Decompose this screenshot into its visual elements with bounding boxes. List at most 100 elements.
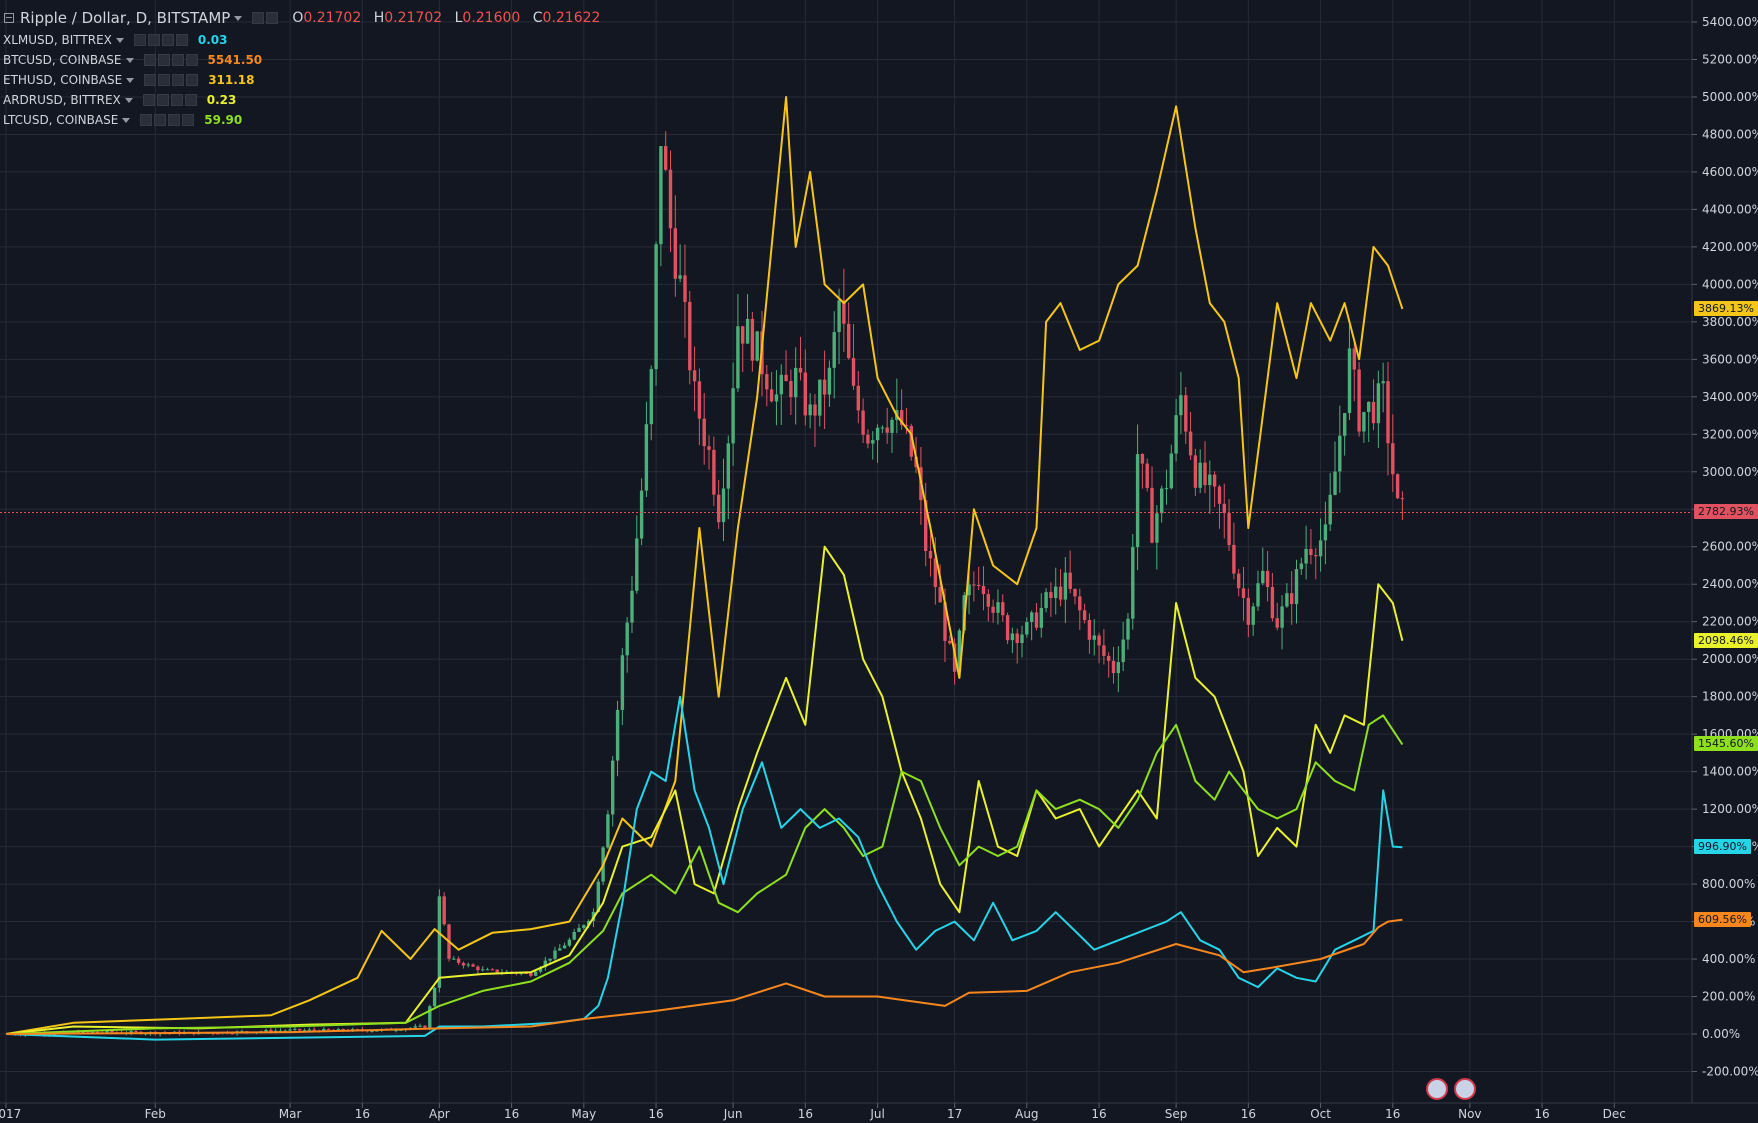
ohlc-open: 0.21702	[303, 10, 362, 26]
y-tick-label: 4800.00%	[1702, 127, 1758, 141]
candle-body	[1082, 610, 1087, 620]
close-icon[interactable]	[175, 34, 188, 46]
collapse-legend-icon[interactable]	[4, 13, 14, 23]
candle-body	[442, 896, 446, 925]
plus-icon[interactable]	[171, 54, 184, 66]
compare-buttons[interactable]	[144, 74, 199, 86]
candle-body	[476, 966, 480, 971]
chevron-down-icon[interactable]	[115, 37, 124, 43]
candle-body	[620, 655, 625, 710]
compare-symbol-value: 5541.50	[207, 53, 263, 67]
compare-symbol-label[interactable]: BTCUSD, COINBASE	[3, 53, 122, 67]
chevron-down-icon[interactable]	[124, 97, 133, 103]
compare-legend-eth[interactable]: ETHUSD, COINBASE 311.18	[3, 73, 255, 87]
candle-body	[784, 374, 788, 381]
chevron-down-icon[interactable]	[234, 15, 243, 21]
candle-body	[1222, 503, 1226, 514]
chevron-down-icon[interactable]	[126, 77, 135, 83]
candle-body	[1049, 592, 1053, 598]
candle-body	[1265, 570, 1270, 587]
candle-body	[485, 969, 490, 971]
compare-legend-xlm[interactable]: XLMUSD, BITTREX 0.03	[3, 33, 228, 47]
close-icon[interactable]	[186, 74, 199, 86]
candle-body	[957, 630, 962, 672]
compare-symbol-label[interactable]: ETHUSD, COINBASE	[3, 73, 123, 87]
x-tick-label: 16	[1091, 1107, 1106, 1121]
us-flag-icon[interactable]	[1454, 1078, 1476, 1100]
compare-buttons[interactable]	[142, 94, 197, 106]
compare-buttons[interactable]	[143, 54, 198, 66]
candle-body	[1256, 583, 1260, 607]
compare-series	[5, 96, 1404, 1041]
candle-body	[1208, 474, 1212, 486]
candle-body	[1145, 463, 1149, 488]
candle-body	[977, 585, 981, 586]
candle-body	[1102, 645, 1106, 656]
eye-icon[interactable]	[142, 94, 155, 106]
eye-icon[interactable]	[133, 34, 146, 46]
candle-body	[1314, 555, 1318, 557]
candle-body	[832, 332, 836, 368]
compare-legend-ltc[interactable]: LTCUSD, COINBASE 59.90	[3, 113, 242, 127]
x-tick-label: Oct	[1310, 1107, 1331, 1121]
compare-symbol-label[interactable]: ARDRUSD, BITTREX	[3, 93, 121, 107]
plus-icon[interactable]	[172, 74, 185, 86]
candle-body	[375, 1030, 379, 1032]
plus-icon[interactable]	[161, 34, 174, 46]
chevron-down-icon[interactable]	[122, 117, 131, 123]
gear-icon[interactable]	[147, 34, 160, 46]
gear-icon[interactable]	[158, 74, 171, 86]
candle-body	[1169, 453, 1173, 489]
compare-legend-ardr[interactable]: ARDRUSD, BITTREX 0.23	[3, 93, 236, 107]
close-icon[interactable]	[184, 94, 197, 106]
candle-body	[456, 958, 461, 963]
gear-icon[interactable]	[156, 94, 169, 106]
candle-body	[1299, 563, 1303, 570]
plus-icon[interactable]	[168, 114, 181, 126]
candle-body	[702, 418, 706, 447]
gear-icon[interactable]	[266, 12, 279, 24]
eye-icon[interactable]	[143, 54, 156, 66]
compare-buttons[interactable]	[133, 34, 188, 46]
candle-body	[1280, 606, 1284, 628]
candle-body	[1323, 524, 1328, 541]
candle-body	[312, 1029, 316, 1031]
gear-icon[interactable]	[157, 54, 170, 66]
candle-body	[1290, 593, 1294, 605]
candle-body	[307, 1029, 312, 1031]
candle-body	[1184, 395, 1188, 432]
main-symbol-legend[interactable]: Ripple / Dollar, D, BITSTAMP O0.21702 H0…	[4, 9, 600, 27]
candle-body	[1270, 587, 1275, 619]
time-axis[interactable]: 2017 Feb Mar 16 Apr 16 May 16 Jun 16 Jul 17 Aug 16 Sep…	[0, 1103, 1626, 1121]
compare-symbol-label[interactable]: XLMUSD, BITTREX	[3, 33, 112, 47]
compare-buttons[interactable]	[140, 114, 195, 126]
eye-icon[interactable]	[140, 114, 153, 126]
candle-body	[1217, 486, 1222, 504]
eye-icon[interactable]	[252, 12, 265, 24]
main-symbol-title[interactable]: Ripple / Dollar, D, BITSTAMP	[20, 9, 231, 27]
candle-body	[813, 404, 817, 416]
gear-icon[interactable]	[154, 114, 167, 126]
y-tick-label: 4400.00%	[1702, 202, 1758, 216]
candle-body	[322, 1028, 326, 1032]
candle-body	[558, 948, 562, 951]
candle-body	[216, 1033, 220, 1035]
candle-body	[399, 1029, 403, 1031]
close-icon[interactable]	[185, 54, 198, 66]
y-tick-label: 800.00%	[1702, 877, 1755, 891]
plus-icon[interactable]	[170, 94, 183, 106]
us-flag-icon[interactable]	[1426, 1078, 1448, 1100]
candle-body	[1395, 474, 1400, 499]
compare-symbol-label[interactable]: LTCUSD, COINBASE	[3, 113, 119, 127]
chevron-down-icon[interactable]	[125, 57, 134, 63]
candle-body	[1107, 655, 1111, 661]
main-symbol-buttons[interactable]	[252, 12, 279, 24]
candle-body	[1227, 513, 1231, 545]
candle-body	[1030, 612, 1034, 622]
last-value-tag: 1545.60%	[1694, 736, 1758, 752]
compare-legend-btc[interactable]: BTCUSD, COINBASE 5541.50	[3, 53, 262, 67]
close-icon[interactable]	[182, 114, 195, 126]
candle-body	[1005, 615, 1010, 641]
eye-icon[interactable]	[144, 74, 157, 86]
